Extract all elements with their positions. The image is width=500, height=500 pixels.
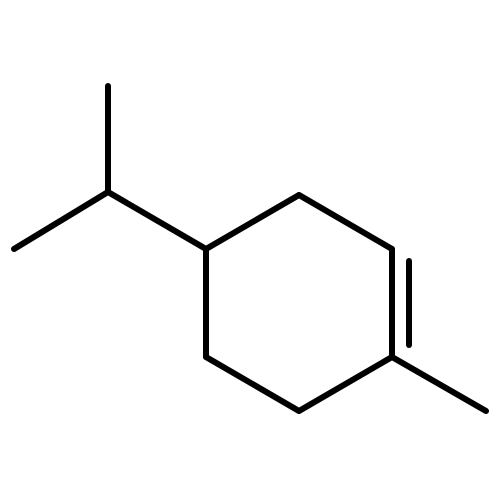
bond-5 [206, 195, 299, 249]
molecule-diagram [0, 0, 500, 500]
bond-8 [14, 192, 108, 249]
bond-0 [299, 195, 392, 249]
bond-9 [392, 357, 486, 411]
bond-2 [299, 357, 392, 411]
bond-6 [108, 192, 206, 249]
bond-3 [206, 357, 299, 411]
